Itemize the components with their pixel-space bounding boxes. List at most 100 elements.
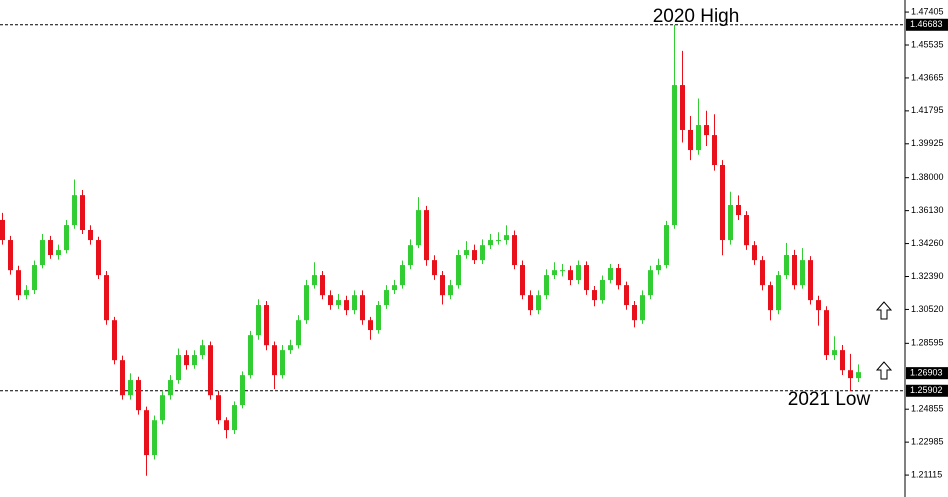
candle-body [656, 265, 661, 271]
candle-body [224, 420, 229, 431]
candle-body [752, 245, 757, 261]
candle-body [344, 300, 349, 311]
candle-body [568, 270, 573, 281]
price-label: 1.46683 [910, 19, 943, 29]
candle-body [616, 268, 621, 286]
candle-body [640, 295, 645, 321]
candle-body [824, 310, 829, 356]
candle-body [696, 125, 701, 151]
candle-body [32, 265, 37, 291]
candle-body [488, 240, 493, 246]
y-tick-label: 1.22985 [911, 437, 944, 447]
candle-body [376, 305, 381, 331]
candle-body [552, 270, 557, 276]
y-tick-label: 1.28595 [911, 338, 944, 348]
candle-body [128, 380, 133, 396]
candle-body [496, 240, 501, 242]
candle-body [184, 355, 189, 366]
candle-body [240, 375, 245, 406]
candle-body [0, 219, 5, 241]
candle-body [320, 275, 325, 296]
current-price-label: 1.26903 [910, 368, 943, 378]
candle-body [8, 240, 13, 271]
candle-body [480, 245, 485, 261]
candle-body [200, 345, 205, 356]
candle-body [672, 85, 677, 226]
candle-body [328, 295, 333, 306]
candle-body [232, 405, 237, 431]
candle-body [168, 380, 173, 396]
candle-body [368, 320, 373, 331]
y-tick-label: 1.41795 [911, 105, 944, 115]
candle-body [712, 135, 717, 166]
candle-body [792, 255, 797, 286]
y-tick-label: 1.34260 [911, 238, 944, 248]
candle-body [520, 265, 525, 296]
candle-body [832, 350, 837, 356]
candle-body [192, 355, 197, 366]
candle-body [56, 250, 61, 256]
candle-body [688, 129, 693, 151]
candle-body [840, 350, 845, 371]
candle-body [472, 250, 477, 261]
price-label: 1.25902 [910, 385, 943, 395]
y-tick-label: 1.38000 [911, 172, 944, 182]
candle-body [456, 255, 461, 286]
candle-body [624, 285, 629, 306]
candle-body [216, 395, 221, 421]
candle-body [40, 240, 45, 266]
candle-body [48, 240, 53, 256]
candle-body [760, 260, 765, 286]
candle-body [848, 370, 853, 379]
candle-body [208, 345, 213, 396]
candle-body [536, 295, 541, 311]
candle-body [272, 345, 277, 376]
arrow-icon [875, 301, 893, 380]
annotation: 2020 High [653, 6, 740, 27]
candle-body [432, 260, 437, 276]
candle-body [96, 240, 101, 276]
candle-body [648, 270, 653, 296]
candle-body [144, 410, 149, 456]
candle-body [304, 285, 309, 321]
candle-body [248, 335, 253, 376]
candle-body [736, 204, 741, 216]
y-tick-label: 1.24855 [911, 404, 944, 414]
candle-body [744, 215, 749, 246]
y-tick-label: 1.32390 [911, 271, 944, 281]
candle-body [584, 265, 589, 291]
candle-body [816, 300, 821, 311]
candle-body [856, 372, 861, 379]
candle-body [312, 275, 317, 286]
y-tick-label: 1.21115 [911, 469, 942, 479]
candle-body [392, 285, 397, 291]
candle-body [464, 250, 469, 256]
candle-body [504, 235, 509, 241]
candle-body [416, 210, 421, 246]
candle-body [24, 290, 29, 296]
candle-body [600, 280, 605, 301]
annotation: 2021 Low [788, 389, 871, 410]
candle-body [424, 210, 429, 261]
candle-body [544, 275, 549, 296]
candle-body [264, 305, 269, 346]
candle-body [560, 270, 565, 272]
candle-body [152, 420, 157, 456]
candle-body [400, 265, 405, 286]
candle-body [608, 268, 613, 281]
candle-body [16, 270, 21, 296]
candle-body [776, 275, 781, 311]
candle-body [720, 165, 725, 241]
candle-body [704, 125, 709, 136]
candle-body [808, 260, 813, 301]
candle-body [408, 245, 413, 266]
candle-body [160, 395, 165, 421]
y-tick-label: 1.30520 [911, 304, 944, 314]
y-tick-label: 1.39925 [911, 138, 944, 148]
candle-body [136, 380, 141, 411]
candle-body [576, 265, 581, 281]
candle-body [72, 195, 77, 226]
price-label-box [906, 367, 948, 380]
candle-body [784, 255, 789, 276]
